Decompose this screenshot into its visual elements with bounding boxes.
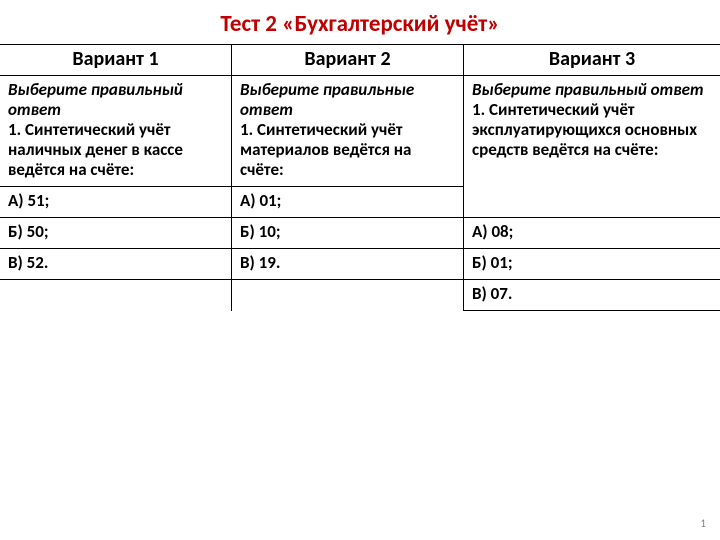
question-cell-v2: Выберите правильные ответ 1. Синтетическ… (232, 76, 464, 187)
column-header-variant-2: Вариант 2 (232, 45, 464, 76)
empty-cell-v2 (232, 280, 464, 311)
option-v2-c: В) 19. (232, 249, 464, 280)
question-cell-v3: Выберите правильный ответ 1. Синтетическ… (464, 76, 720, 187)
column-header-variant-3: Вариант 3 (464, 45, 720, 76)
column-header-variant-1: Вариант 1 (0, 45, 232, 76)
option-v2-a: А) 01; (232, 187, 464, 218)
page-title: Тест 2 «Бухгалтерский учёт» (0, 0, 720, 44)
option-v1-c: В) 52. (0, 249, 232, 280)
question-cell-v3-continuation (464, 187, 720, 218)
option-v1-b: Б) 50; (0, 218, 232, 249)
option-v3-a: А) 08; (464, 218, 720, 249)
option-v3-c: В) 07. (464, 280, 720, 311)
prompt-text-v1: Выберите правильный ответ (8, 79, 183, 120)
empty-cell-v1 (0, 280, 232, 311)
question-cell-v1: Выберите правильный ответ 1. Синтетическ… (0, 76, 232, 187)
option-v1-a: А) 51; (0, 187, 232, 218)
page-number: 1 (700, 517, 706, 530)
prompt-text-v3: Выберите правильный ответ (472, 79, 704, 100)
question-text-v1: 1. Синтетический учёт наличных денег в к… (8, 119, 183, 180)
option-v3-b: Б) 01; (464, 249, 720, 280)
question-text-v3: 1. Синтетический учёт эксплуатирующихся … (472, 99, 697, 160)
prompt-text-v2: Выберите правильные ответ (240, 79, 414, 120)
option-v2-b: Б) 10; (232, 218, 464, 249)
test-table: Вариант 1 Вариант 2 Вариант 3 Выберите п… (0, 44, 720, 311)
question-text-v2: 1. Синтетический учёт материалов ведётся… (240, 119, 411, 180)
